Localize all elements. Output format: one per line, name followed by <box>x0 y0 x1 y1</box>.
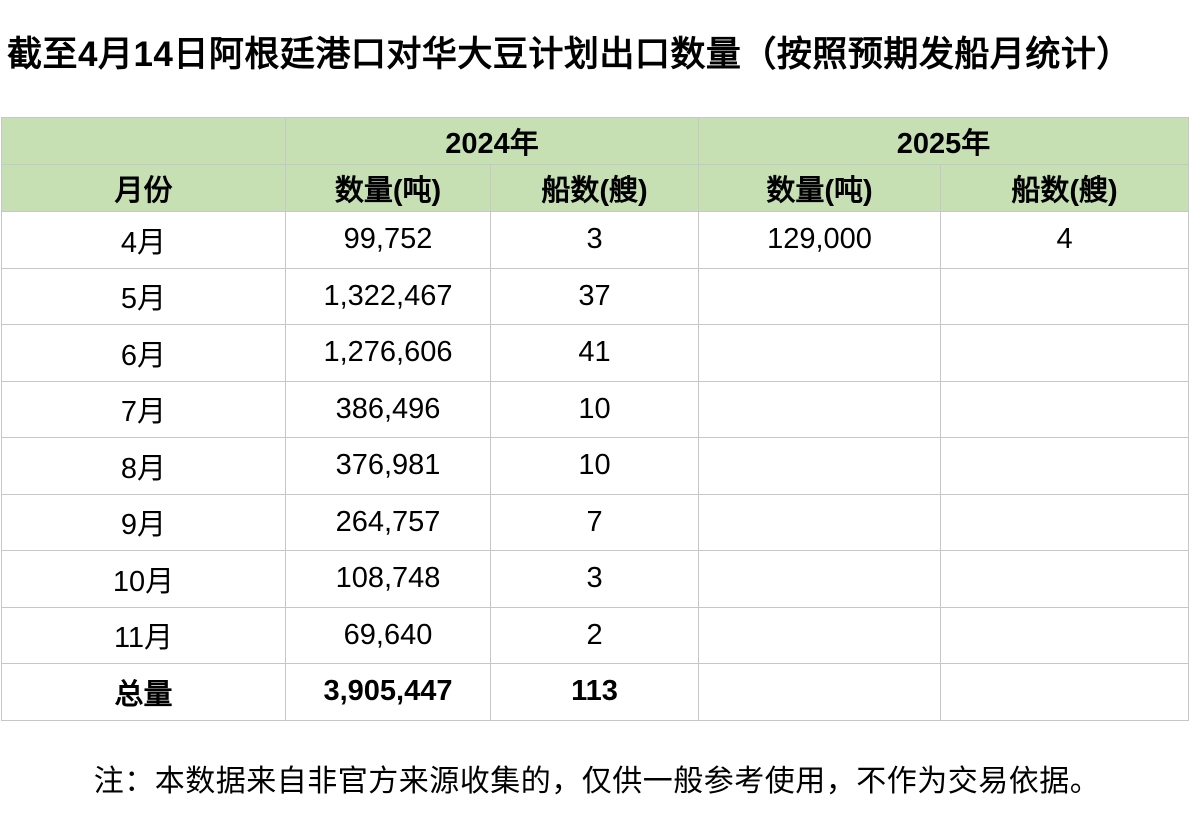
qty-2025-cell: 129,000 <box>698 211 942 269</box>
month-cell: 6月 <box>1 324 286 382</box>
ships-2025-cell <box>940 267 1190 325</box>
qty-2025-cell <box>698 493 942 551</box>
month-cell: 11月 <box>1 606 286 664</box>
qty-2025-cell <box>698 380 942 438</box>
table-header: 2024年 2025年 月份 数量(吨) 船数(艘) 数量(吨) 船数(艘) <box>1 117 1190 212</box>
ships-2025-cell <box>940 437 1190 495</box>
ships-2024-cell: 3 <box>489 550 700 608</box>
column-header-row: 月份 数量(吨) 船数(艘) 数量(吨) 船数(艘) <box>1 164 1190 212</box>
ships-2024-cell: 7 <box>489 493 700 551</box>
table-row-aug: 8月 376,981 10 <box>1 437 1190 495</box>
table-row-may: 5月 1,322,467 37 <box>1 267 1190 325</box>
month-column-header: 月份 <box>1 164 286 212</box>
month-cell: 9月 <box>1 493 286 551</box>
footnote: 注：本数据来自非官方来源收集的，仅供一般参考使用，不作为交易依据。 <box>93 765 1101 798</box>
qty-2024-cell: 1,276,606 <box>285 324 491 382</box>
ships-2024-cell: 10 <box>489 437 700 495</box>
page-title: 截至4月14日阿根廷港口对华大豆计划出口数量（按照预期发船月统计） <box>7 35 1132 74</box>
month-cell: 7月 <box>1 380 286 438</box>
month-cell: 5月 <box>1 267 286 325</box>
qty-2025-cell <box>698 550 942 608</box>
ships-2025-column-header: 船数(艘) <box>940 164 1190 212</box>
qty-2025-cell <box>698 437 942 495</box>
ships-2024-column-header: 船数(艘) <box>489 164 700 212</box>
ships-2024-cell: 37 <box>489 267 700 325</box>
month-cell: 10月 <box>1 550 286 608</box>
qty-2024-cell: 264,757 <box>285 493 491 551</box>
total-qty-2025-cell <box>698 663 942 721</box>
ships-2025-cell: 4 <box>940 211 1190 269</box>
table-row-nov: 11月 69,640 2 <box>1 606 1190 664</box>
blank-header-cell <box>1 117 286 165</box>
ships-2025-cell <box>940 493 1190 551</box>
total-ships-2024-cell: 113 <box>489 663 700 721</box>
table-row-jul: 7月 386,496 10 <box>1 380 1190 438</box>
year-2025-header: 2025年 <box>698 117 1190 165</box>
year-2024-header: 2024年 <box>284 117 700 165</box>
table-row-oct: 10月 108,748 3 <box>1 550 1190 608</box>
ships-2024-cell: 3 <box>489 211 700 269</box>
month-cell: 4月 <box>1 211 286 269</box>
total-label-cell: 总量 <box>1 663 286 721</box>
total-qty-2024-cell: 3,905,447 <box>285 663 491 721</box>
ships-2024-cell: 10 <box>489 380 700 438</box>
qty-2025-cell <box>698 267 942 325</box>
qty-2024-cell: 386,496 <box>285 380 491 438</box>
qty-2024-cell: 99,752 <box>285 211 491 269</box>
ships-2025-cell <box>940 380 1190 438</box>
qty-2025-cell <box>698 324 942 382</box>
month-cell: 8月 <box>1 437 286 495</box>
qty-2024-cell: 108,748 <box>285 550 491 608</box>
table-body: 4月 99,752 3 129,000 4 5月 1,322,467 37 6月… <box>1 211 1190 721</box>
qty-2024-cell: 69,640 <box>285 606 491 664</box>
ships-2024-cell: 2 <box>489 606 700 664</box>
ships-2025-cell <box>940 324 1190 382</box>
qty-2025-cell <box>698 606 942 664</box>
ships-2025-cell <box>940 606 1190 664</box>
table-row-apr: 4月 99,752 3 129,000 4 <box>1 211 1190 269</box>
ships-2025-cell <box>940 550 1190 608</box>
year-header-row: 2024年 2025年 <box>1 117 1190 165</box>
table-row-total: 总量 3,905,447 113 <box>1 663 1190 721</box>
table-row-jun: 6月 1,276,606 41 <box>1 324 1190 382</box>
qty-2024-cell: 1,322,467 <box>285 267 491 325</box>
table-row-sep: 9月 264,757 7 <box>1 493 1190 551</box>
total-ships-2025-cell <box>940 663 1190 721</box>
soybean-export-table: 2024年 2025年 月份 数量(吨) 船数(艘) 数量(吨) 船数(艘) 4… <box>1 117 1190 721</box>
ships-2024-cell: 41 <box>489 324 700 382</box>
qty-2024-cell: 376,981 <box>285 437 491 495</box>
qty-2024-column-header: 数量(吨) <box>285 164 491 212</box>
qty-2025-column-header: 数量(吨) <box>698 164 942 212</box>
